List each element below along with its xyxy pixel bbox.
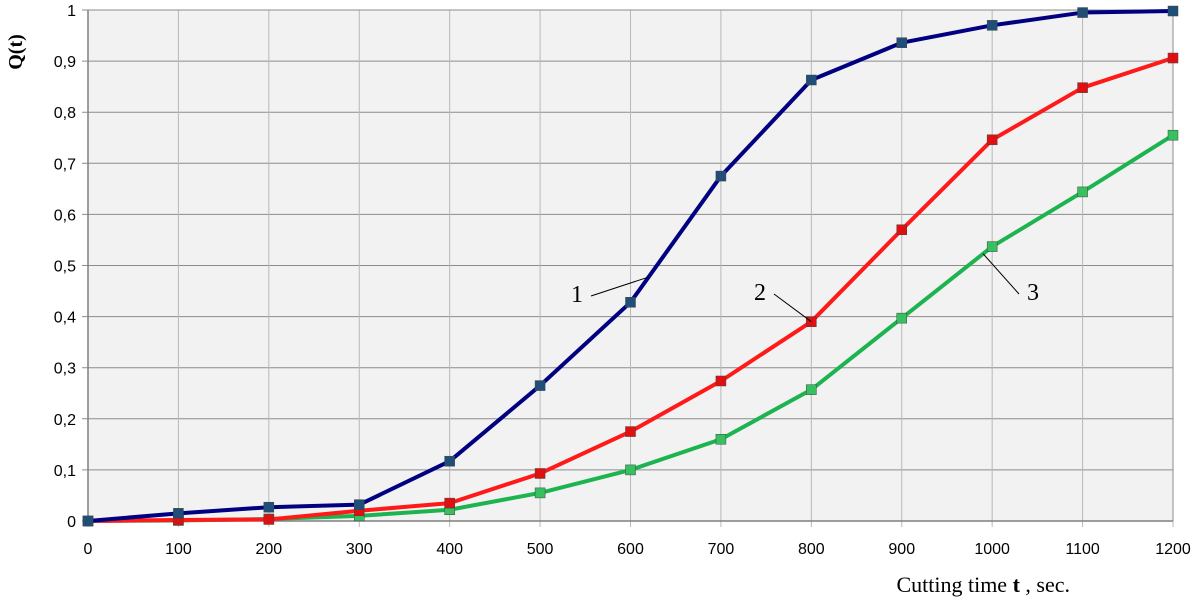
series-1 [82,5,1179,527]
series-1-point [986,20,998,31]
y-tick-label: 0,9 [54,54,76,71]
annotation-label-2: 2 [754,280,766,306]
y-axis-label: Q(t) [5,34,27,70]
series-3-point [896,312,907,324]
x-tick-label: 600 [617,541,644,558]
y-tick-label: 0,3 [54,361,76,378]
x-tick-label: 400 [436,541,463,558]
annotation-leader-3 [982,253,1020,295]
series-1-point [534,380,546,391]
y-tick-label: 0,8 [54,105,76,122]
series-2-point [263,514,275,525]
y-tick-label: 0,4 [54,310,76,327]
y-tick-label: 0,2 [54,412,76,429]
series-2-point [715,375,727,387]
series-2-point [625,426,636,437]
x-axis-label-suffix: , sec. [1020,572,1070,597]
y-tick-label: 1 [67,3,76,20]
x-tick-label: 100 [165,541,192,558]
series-1-point [1167,5,1179,17]
tick-labels: 0 0,1 0,2 0,3 0,4 0,5 0,6 0,7 0,8 0,9 1 0 100 200 300 4… [54,3,1191,558]
series-3-point [1077,186,1088,198]
x-tick-label: 200 [255,541,282,558]
series-3-point [986,241,998,252]
y-tick-label: 0,1 [54,463,76,480]
y-tick-label: 0,7 [54,156,76,173]
series-1-point [444,455,455,467]
series-annotations: 1 2 3 [571,253,1039,323]
x-tick-label: 700 [708,541,735,558]
series-1-point [625,297,636,308]
series-1-point [173,508,184,519]
x-axis-label: Cutting time t , sec. [896,572,1070,597]
y-tick-label: 0 [67,514,76,531]
annotation-leader-1 [590,276,649,297]
series-1-point [715,170,727,182]
x-tick-label: 800 [798,541,825,558]
series-2-point [444,497,455,509]
x-tick-label: 300 [346,541,373,558]
series-1-point [82,515,94,527]
series-layer [82,5,1179,527]
series-3-point [806,384,817,395]
x-tick-label: 1000 [974,541,1010,558]
series-2-point [1077,82,1088,93]
annotation-label-1: 1 [571,282,583,308]
series-2-point [896,224,907,235]
series-1-point [263,501,275,513]
x-tick-label: 1100 [1065,541,1100,558]
y-tick-label: 0,5 [54,259,76,276]
x-tick-label: 1200 [1155,541,1191,558]
x-tick-label: 0 [84,541,93,558]
series-3-point [715,433,727,445]
annotation-leader-2 [773,293,812,323]
series-3-point [625,464,636,476]
series-3-point [1167,129,1179,141]
series-3-point [534,487,546,499]
series-1-point [896,37,907,48]
annotation-label-3: 3 [1027,280,1039,306]
x-tick-label: 900 [888,541,915,558]
x-tick-label: 500 [527,541,554,558]
x-axis-label-prefix: Cutting time [896,572,1012,597]
y-tick-label: 0,6 [54,207,76,224]
x-axis-label-variable: t [1013,572,1021,597]
series-1-point [354,499,365,510]
series-2-point [534,468,546,479]
series-2-point [986,134,998,146]
series-2-point [1167,52,1179,64]
series-1-point [1077,7,1088,18]
series-1-point [806,74,817,86]
